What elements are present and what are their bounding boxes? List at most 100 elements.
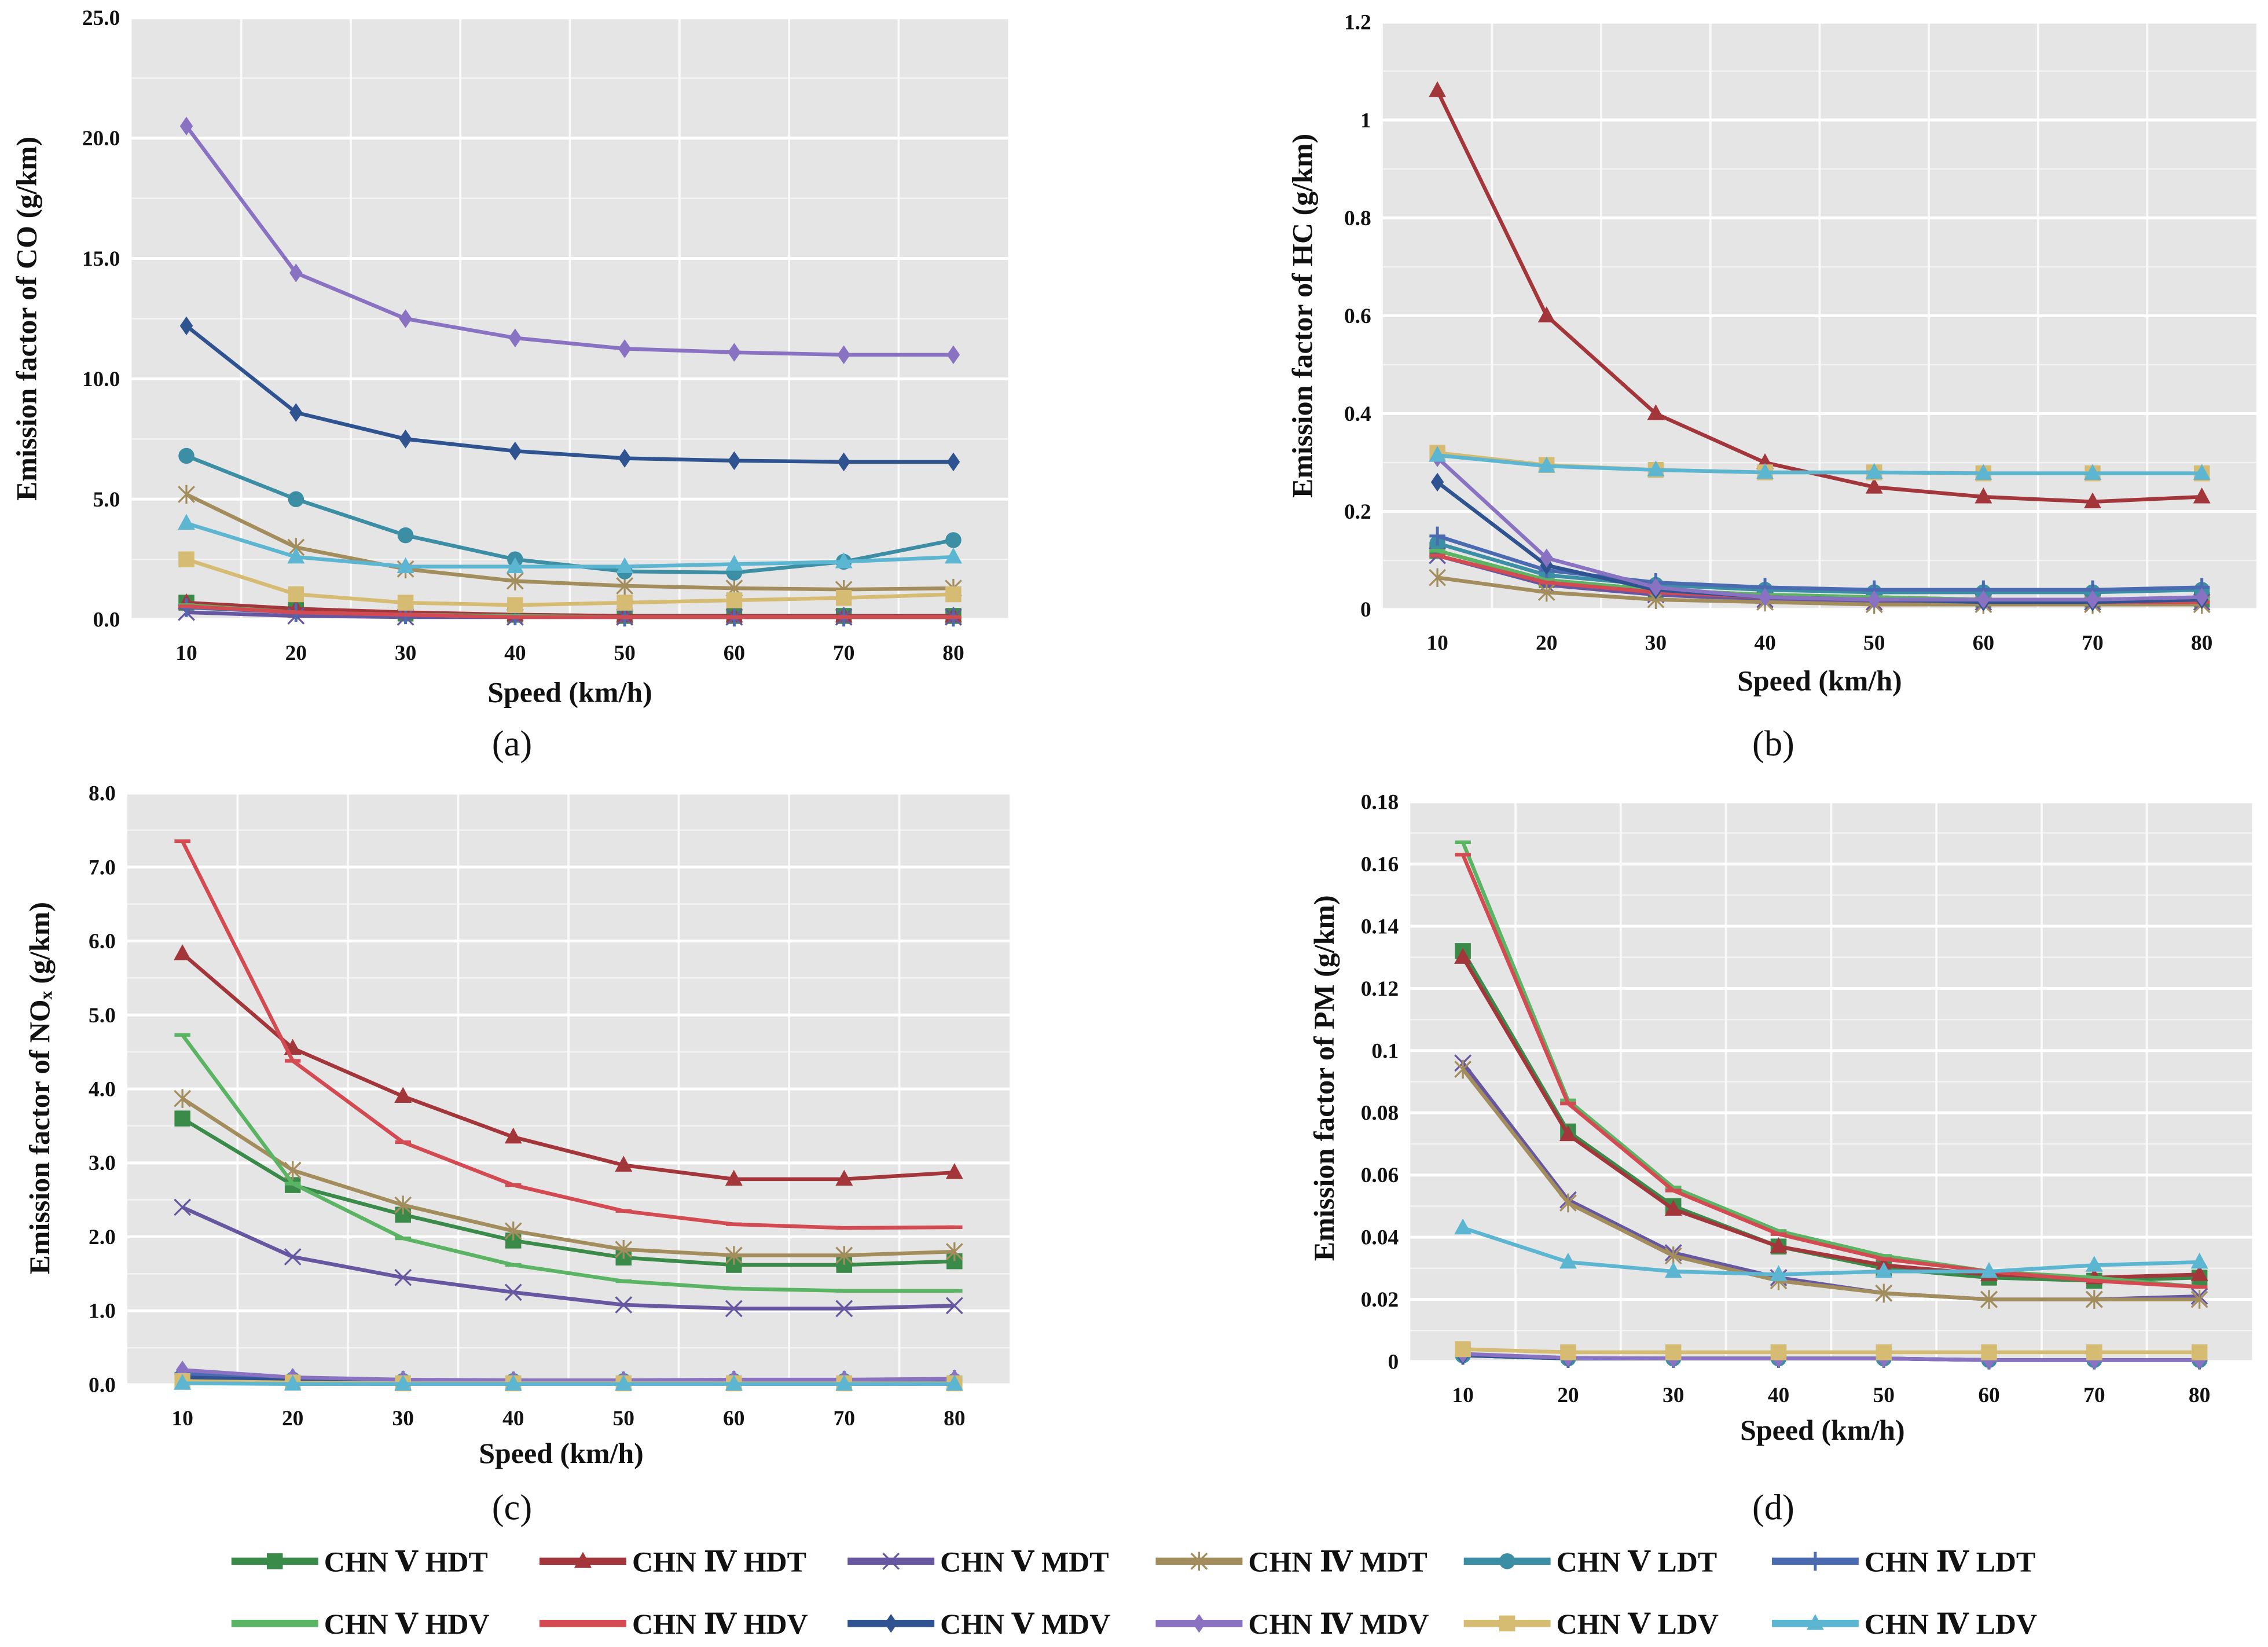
data-point-marker (835, 1246, 853, 1265)
series-chn-ⅳ-hdv (174, 839, 963, 1230)
series-chn-ⅳ-ldv (1454, 1218, 2208, 1281)
data-point-marker (1867, 590, 1881, 610)
series-line (185, 493, 954, 592)
data-point-marker (1975, 487, 1992, 504)
data-point-marker (1664, 1200, 1682, 1216)
legend-item: CHN Ⅴ LDT (1463, 1545, 1717, 1578)
series-line (185, 324, 953, 464)
legend-item: CHN Ⅳ MDT (1155, 1545, 1427, 1578)
data-point-marker (2086, 1344, 2102, 1360)
y-tick-label: 5.0 (89, 1004, 116, 1028)
legend: CHN Ⅴ HDT CHN Ⅳ HDT CHN Ⅴ MDT CHN Ⅳ MDT CHN … (231, 1545, 2037, 1640)
legend-item: CHN Ⅳ MDV (1155, 1608, 1429, 1640)
data-point-marker (1454, 948, 1472, 964)
y-tick-label: 5.0 (93, 488, 120, 512)
chart-panel-a: 0.0 5.0 10.0 15.0 20.0 25.0 10 20 30 40 50 60 70 80 Sp… (10, 6, 1008, 764)
data-point-marker (178, 485, 195, 504)
data-point-marker (1430, 472, 1444, 492)
x-tick-label: 70 (2082, 632, 2103, 655)
data-point-marker (837, 452, 850, 472)
data-point-marker (1537, 582, 1555, 602)
data-point-marker (178, 551, 194, 567)
chart-panel-c: 0.0 1.0 2.0 3.0 4.0 5.0 6.0 7.0 8.0 10 20 30 40 50 60 7… (23, 782, 1010, 1527)
y-tick-label: 0.8 (1344, 207, 1371, 230)
data-point-marker (616, 557, 634, 573)
legend-marker-asterisk-icon (1190, 1551, 1208, 1571)
panel-caption: (b) (1752, 723, 1794, 764)
y-tick-label: 0.4 (1344, 402, 1371, 426)
series-line (1437, 541, 2202, 595)
panel-caption: (c) (492, 1487, 532, 1527)
data-point-marker (1454, 1059, 1472, 1079)
data-point-marker (1429, 526, 1445, 546)
legend-label: CHN Ⅴ LDT (1557, 1545, 1717, 1578)
data-point-marker (2190, 1252, 2208, 1269)
series-line (1463, 1352, 2200, 1362)
series-chn-ⅳ-ldv (174, 1374, 963, 1391)
series-line (186, 604, 953, 619)
x-tick-label: 60 (1978, 1384, 1999, 1407)
legend-marker-square-icon (1499, 1615, 1515, 1632)
data-point-marker (725, 555, 743, 571)
x-axis-label: Speed (km/h) (479, 1437, 644, 1469)
legend-label: CHN Ⅳ HDT (632, 1545, 806, 1578)
legend-label: CHN Ⅳ LDV (1865, 1608, 2037, 1640)
y-tick-label: 1 (1360, 109, 1371, 133)
legend-item: CHN Ⅴ HDT (231, 1545, 488, 1578)
y-tick-label: 0.6 (1344, 305, 1371, 328)
y-tick-label: 0.18 (1361, 791, 1399, 815)
data-point-marker (288, 586, 304, 603)
data-point-marker (618, 339, 632, 358)
y-tick-label: 15.0 (82, 247, 120, 271)
legend-marker-diamond-icon (1192, 1614, 1206, 1633)
data-point-marker (504, 1127, 522, 1144)
x-tick-label: 10 (1426, 632, 1448, 655)
legend-label: CHN Ⅴ MDV (940, 1608, 1110, 1640)
series-line (1436, 456, 2202, 602)
data-point-marker (725, 1300, 743, 1318)
data-point-marker (504, 1374, 522, 1391)
x-axis-label: Speed (km/h) (1740, 1414, 1905, 1446)
legend-item: CHN Ⅳ LDT (1771, 1545, 2035, 1578)
legend-label: CHN Ⅴ HDV (324, 1608, 490, 1640)
y-tick-label: 0 (1360, 598, 1371, 622)
series-line (181, 1117, 955, 1267)
series-line (1461, 841, 2200, 1289)
data-point-marker (504, 1222, 522, 1241)
x-tick-label: 20 (285, 641, 307, 665)
data-point-marker (1559, 1193, 1577, 1213)
data-point-marker (284, 1374, 302, 1391)
data-point-marker (945, 1242, 963, 1261)
x-tick-label: 40 (504, 641, 526, 665)
series-line (1437, 453, 2202, 475)
data-point-marker (1559, 1252, 1577, 1269)
data-point-marker (174, 1089, 192, 1108)
data-point-marker (835, 1169, 853, 1186)
chart-panel-b: 0 0.2 0.4 0.6 0.8 1 1.2 10 20 30 40 50 60 70 80 Speed (… (1286, 11, 2257, 764)
series-line (1461, 1068, 2200, 1301)
data-point-marker (1975, 464, 1992, 480)
x-tick-label: 20 (1536, 632, 1557, 655)
data-point-marker (1980, 1261, 1998, 1278)
series-chn-ⅳ-ldv (1429, 446, 2211, 480)
data-point-marker (2086, 590, 2100, 610)
y-tick-label: 0 (1388, 1351, 1399, 1374)
series-chn-ⅳ-mdt (178, 485, 962, 599)
data-point-marker (1537, 306, 1555, 322)
y-tick-label: 0.14 (1361, 915, 1399, 938)
data-point-marker (1455, 1341, 1471, 1358)
series-chn-ⅴ-hdv (174, 1033, 963, 1293)
y-tick-label: 6.0 (89, 930, 116, 953)
y-tick-label: 0.04 (1361, 1226, 1399, 1250)
data-point-marker (507, 597, 523, 613)
y-tick-label: 0.06 (1361, 1164, 1399, 1187)
y-tick-label: 10.0 (82, 368, 120, 391)
data-point-marker (288, 491, 304, 508)
data-point-marker (615, 1239, 633, 1259)
y-tick-label: 0.16 (1361, 853, 1399, 876)
legend-label: CHN Ⅳ MDT (1248, 1545, 1427, 1578)
data-point-marker (1758, 588, 1772, 607)
legend-item: CHN Ⅳ LDV (1771, 1608, 2037, 1640)
legend-item: CHN Ⅴ MDV (847, 1608, 1110, 1640)
legend-marker-triangle-icon (574, 1551, 592, 1568)
